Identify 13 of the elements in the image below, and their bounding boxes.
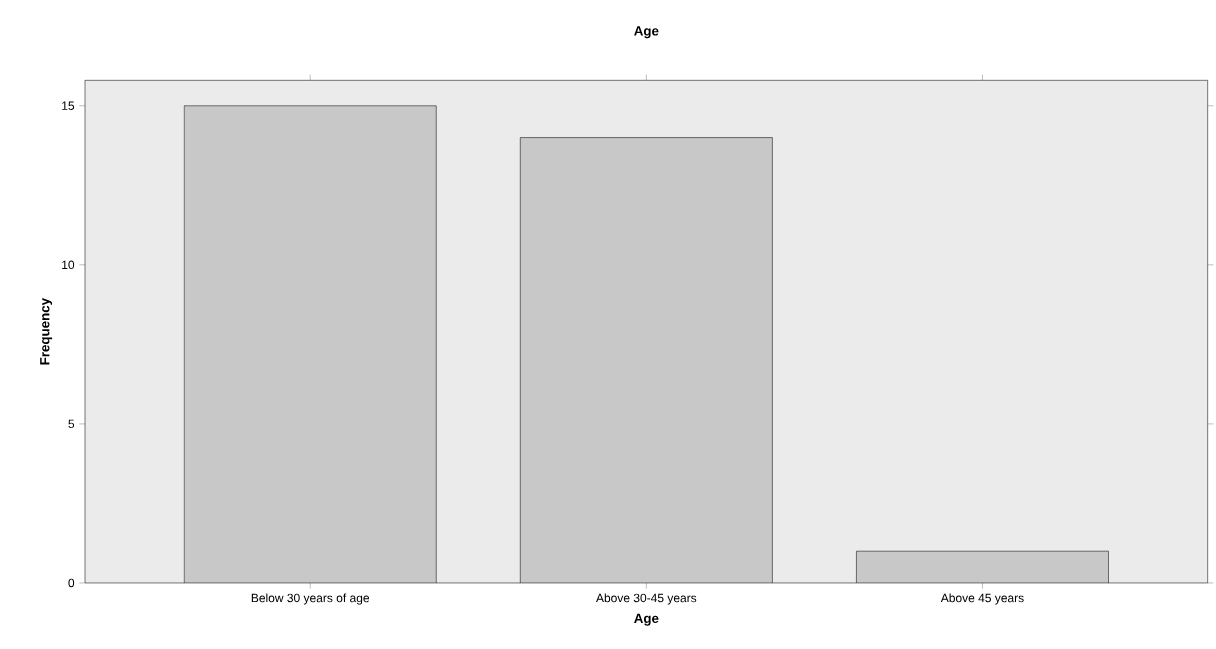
bar [856,550,1109,583]
y-tick-label: 0 [68,578,75,588]
x-tick-label: Above 30-45 years [596,593,697,605]
y-tick-label: 10 [62,260,75,270]
x-axis-title: Age [634,613,659,626]
x-tick-label: Above 45 years [940,593,1024,605]
bar [184,105,437,583]
bar [520,137,773,583]
y-axis-title: Frequency [40,298,53,365]
y-tick-label: 5 [68,419,75,429]
y-tick-label: 15 [62,101,75,110]
chart-title: Age [634,26,659,39]
x-tick-label: Below 30 years of age [251,593,370,605]
